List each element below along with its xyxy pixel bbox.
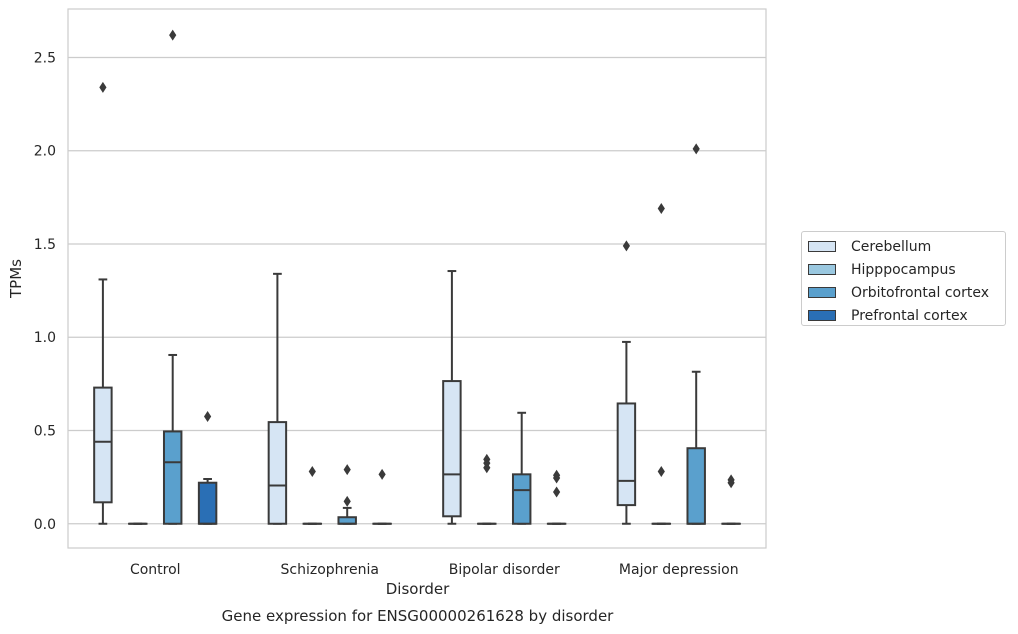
box-orbitofrontal-cortex bbox=[511, 411, 532, 525]
box-body bbox=[267, 421, 288, 525]
y-tick-label: 2.0 bbox=[34, 144, 56, 160]
legend-swatch bbox=[808, 310, 836, 321]
legend-item: Hipppocampus bbox=[802, 258, 1005, 281]
box-cerebellum bbox=[267, 272, 288, 525]
outlier-point bbox=[553, 469, 561, 481]
y-tick-labels: 0.0 0.5 1.0 1.5 2.0 2.5 bbox=[34, 50, 56, 532]
outlier-point bbox=[343, 464, 351, 476]
box-hipppocampus bbox=[302, 466, 323, 525]
outlier-point bbox=[169, 29, 177, 41]
box-body bbox=[162, 430, 183, 525]
y-tick-label: 1.0 bbox=[34, 330, 56, 346]
outlier-point bbox=[692, 143, 700, 155]
box-orbitofrontal-cortex bbox=[162, 29, 183, 525]
legend-label: Cerebellum bbox=[851, 238, 932, 255]
outlier-point bbox=[99, 81, 107, 93]
legend: Cerebellum Hipppocampus Orbitofrontal cort… bbox=[801, 231, 1006, 326]
outlier-point bbox=[553, 486, 561, 498]
x-axis-label: Disorder bbox=[385, 580, 450, 598]
box-prefrontal-cortex bbox=[546, 469, 567, 525]
legend-label: Prefrontal cortex bbox=[851, 307, 968, 324]
x-tick-label: Control bbox=[130, 562, 181, 578]
box-hipppocampus bbox=[651, 203, 672, 525]
legend-item: Orbitofrontal cortex bbox=[802, 281, 1005, 304]
box-prefrontal-cortex bbox=[372, 468, 392, 525]
chart-title: Gene expression for ENSG00000261628 by d… bbox=[221, 607, 614, 625]
x-tick-labels: Control Schizophrenia Bipolar disorder Majo… bbox=[130, 562, 739, 578]
box-body bbox=[686, 447, 706, 525]
box-body bbox=[197, 481, 218, 525]
outlier-point bbox=[727, 474, 735, 486]
outlier-point bbox=[308, 466, 316, 478]
legend-label: Orbitofrontal cortex bbox=[851, 284, 989, 301]
legend-swatch bbox=[808, 287, 836, 298]
outlier-point bbox=[657, 203, 665, 215]
box-orbitofrontal-cortex bbox=[337, 464, 357, 525]
outlier-point bbox=[343, 495, 351, 507]
box-body bbox=[511, 473, 532, 525]
outlier-point bbox=[483, 453, 491, 465]
y-tick-label: 0.5 bbox=[34, 424, 56, 440]
plot-area-frame bbox=[67, 8, 767, 549]
y-tick-label: 0.0 bbox=[34, 517, 56, 533]
box-body bbox=[616, 402, 637, 507]
gridlines bbox=[68, 56, 766, 525]
outlier-point bbox=[657, 466, 665, 478]
legend-label: Hipppocampus bbox=[851, 261, 956, 278]
legend-item: Prefrontal cortex bbox=[802, 304, 1005, 327]
box-cerebellum bbox=[616, 240, 637, 525]
y-tick-label: 1.5 bbox=[34, 237, 56, 253]
x-tick-label: Major depression bbox=[619, 562, 739, 578]
box-prefrontal-cortex bbox=[197, 411, 218, 525]
y-tick-label: 2.5 bbox=[34, 50, 56, 66]
box-hipppocampus bbox=[477, 453, 497, 525]
legend-swatch bbox=[808, 241, 836, 252]
outlier-point bbox=[378, 468, 386, 480]
box-cerebellum bbox=[93, 81, 113, 525]
outlier-point bbox=[204, 411, 212, 423]
box-elements bbox=[93, 29, 741, 525]
box-body bbox=[93, 386, 113, 504]
x-tick-label: Bipolar disorder bbox=[449, 562, 560, 578]
box-prefrontal-cortex bbox=[721, 474, 741, 525]
box-orbitofrontal-cortex bbox=[686, 143, 706, 525]
legend-item: Cerebellum bbox=[802, 235, 1005, 258]
box-body bbox=[442, 380, 462, 518]
x-tick-label: Schizophrenia bbox=[281, 562, 379, 578]
box-cerebellum bbox=[442, 270, 462, 525]
outlier-point bbox=[622, 240, 630, 252]
y-axis-label: TPMs bbox=[7, 259, 25, 299]
legend-swatch bbox=[808, 264, 836, 275]
